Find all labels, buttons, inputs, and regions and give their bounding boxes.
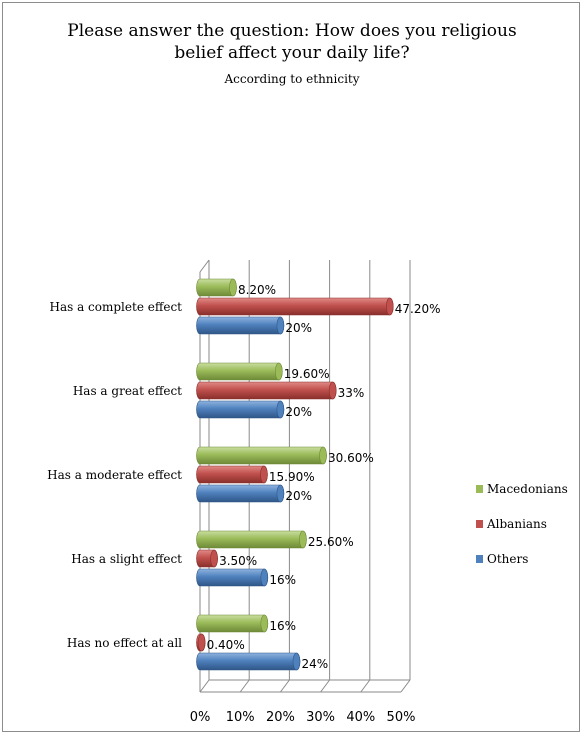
floor-gridline (320, 679, 331, 693)
floor-gridline (239, 679, 250, 693)
bar (196, 530, 307, 549)
x-tick-label: 40% (346, 710, 375, 725)
floor-gridline (400, 679, 411, 693)
bar-end-cap (385, 297, 394, 316)
data-label: 24% (301, 657, 328, 671)
data-label: 16% (269, 619, 296, 633)
data-label: 0.40% (207, 638, 245, 652)
bar (196, 652, 301, 671)
bar-end-cap (319, 446, 327, 465)
category-label: Has a great effect (73, 384, 182, 398)
category-labels: Has a complete effect Has a great effect H… (47, 300, 182, 650)
left-wall-top-edge (199, 259, 210, 273)
bar (196, 614, 269, 633)
bar (196, 297, 394, 316)
x-tick-label: 20% (266, 710, 295, 725)
legend-swatch (476, 520, 483, 528)
data-label: 20% (285, 405, 312, 419)
bar (196, 316, 285, 335)
bar-end-cap (276, 316, 285, 335)
data-label: 25.60% (308, 535, 354, 549)
data-label: 20% (285, 321, 312, 335)
chart-title: Please answer the question: How does you… (0, 20, 584, 64)
bar-end-cap (292, 652, 301, 671)
bar (196, 400, 285, 419)
floor-gridline (279, 679, 290, 693)
chart-title-line-2: belief affect your daily life? (174, 43, 410, 63)
bar-end-cap (328, 381, 337, 400)
floor-gridline (199, 679, 210, 693)
data-label: 16% (269, 573, 296, 587)
bar-end-cap (276, 484, 285, 503)
legend-swatch (476, 485, 483, 493)
bar-end-cap (274, 362, 283, 381)
data-label: 20% (285, 489, 312, 503)
bar-end-cap (260, 568, 269, 587)
bars (196, 278, 394, 671)
category-label: Has no effect at all (67, 636, 182, 650)
bar-end-cap (197, 633, 206, 652)
x-tick-labels: 0% 10% 20% 30% 40% 50% (190, 710, 416, 725)
data-label: 30.60% (328, 451, 374, 465)
x-tick-label: 30% (306, 710, 335, 725)
legend: Macedonians Albanians Others (476, 482, 568, 566)
legend-label: Macedonians (487, 482, 568, 496)
bar (196, 568, 269, 587)
legend-label: Others (487, 552, 528, 566)
legend-swatch (476, 555, 483, 563)
data-label: 15.90% (269, 470, 315, 484)
chart-title-line-1: Please answer the question: How does you… (67, 21, 517, 41)
category-label: Has a complete effect (49, 300, 182, 314)
bar (196, 381, 337, 400)
bar (196, 446, 327, 465)
bar-end-cap (276, 400, 285, 419)
category-label: Has a moderate effect (47, 468, 182, 482)
data-label: 19.60% (284, 367, 330, 381)
bar (196, 362, 283, 381)
bar-end-cap (260, 614, 269, 633)
floor-gridline (360, 679, 371, 693)
category-label: Has a slight effect (71, 552, 182, 566)
data-label: 33% (338, 386, 365, 400)
bar-end-cap (229, 278, 237, 297)
bar (196, 465, 268, 484)
legend-label: Albanians (486, 517, 547, 531)
data-label: 3.50% (219, 554, 257, 568)
chart-subtitle: According to ethnicity (224, 72, 360, 86)
data-label: 8.20% (238, 283, 276, 297)
x-tick-label: 0% (190, 710, 211, 725)
bar (196, 484, 285, 503)
bar-end-cap (260, 465, 268, 484)
bar-end-cap (210, 549, 218, 568)
bar-end-cap (299, 530, 307, 549)
x-tick-label: 10% (226, 710, 255, 725)
x-tick-label: 50% (387, 710, 416, 725)
data-labels: 8.20% 47.20% 20% 19.60% 33% 20% 30.60% 15.90% 20… (207, 283, 441, 671)
data-label: 47.20% (395, 302, 441, 316)
